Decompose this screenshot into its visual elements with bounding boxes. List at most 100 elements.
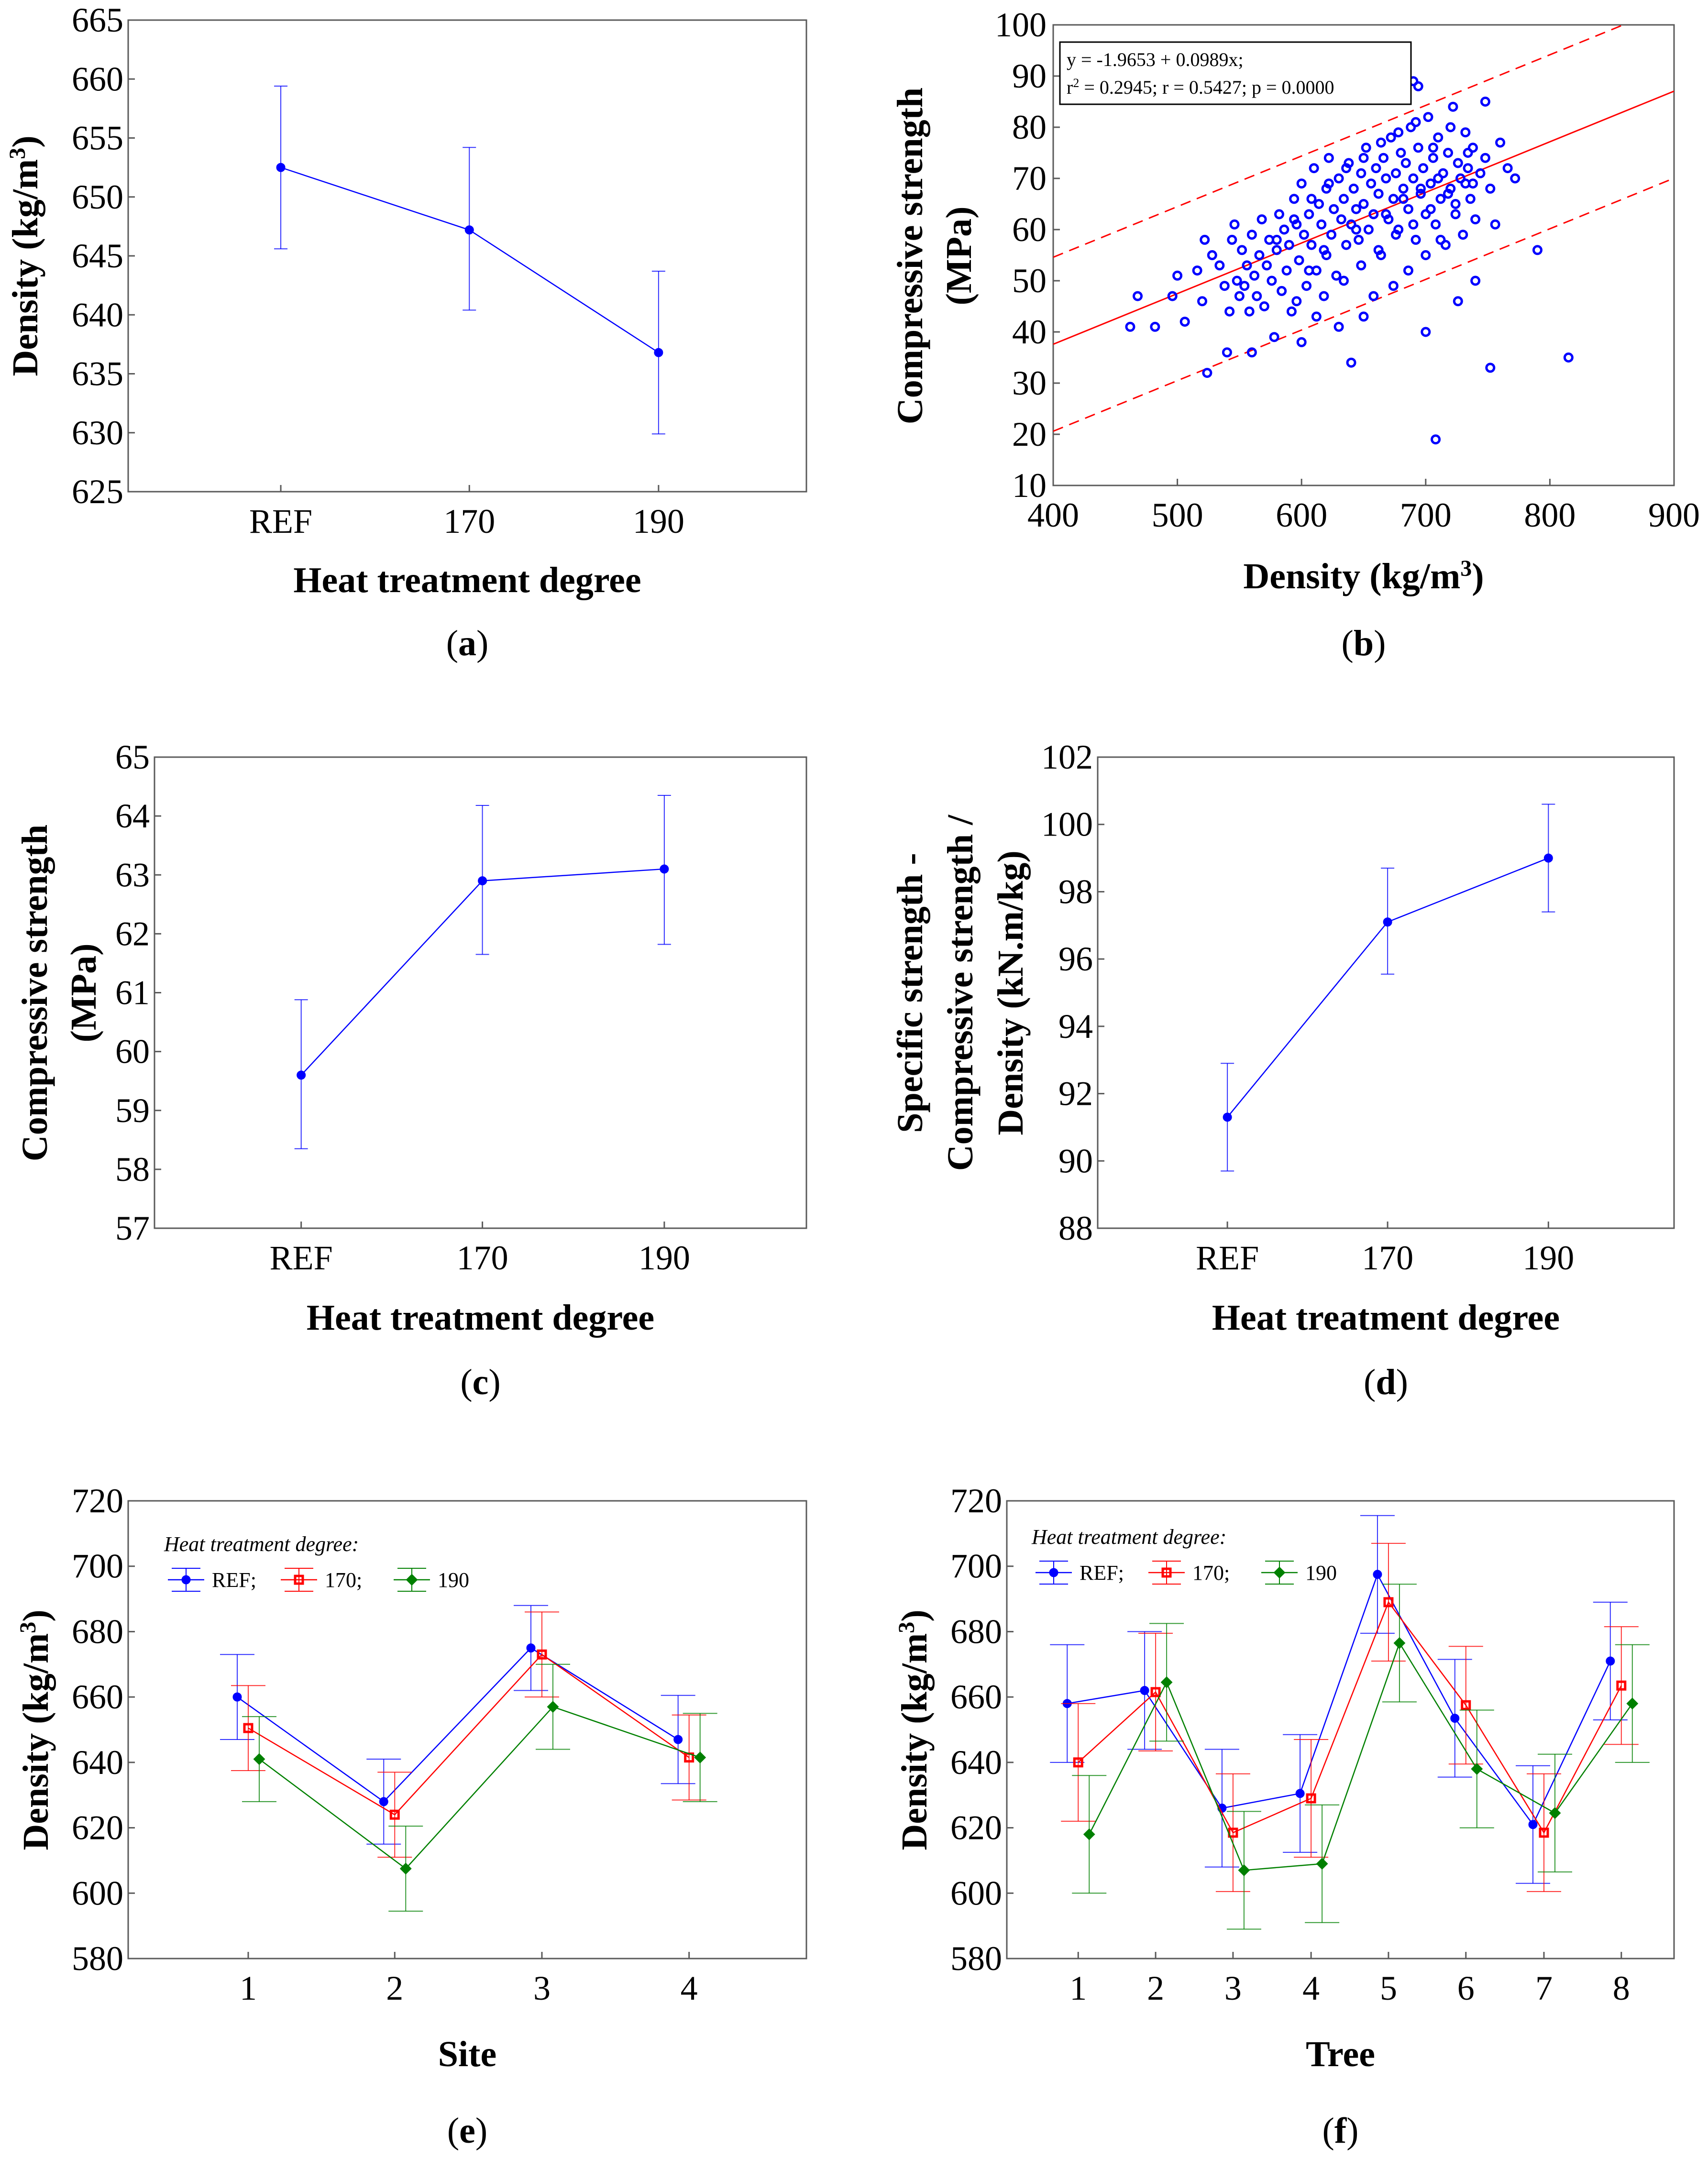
data-point: [1461, 1700, 1471, 1710]
y-axis-label-line: Compressive strength: [15, 825, 55, 1161]
chart-panel-e: 580 600 620 640 660 680 700 720 1 2 3 4 Site Density …: [15, 1482, 807, 2151]
series-line: [259, 1706, 701, 1870]
scatter-point: [1443, 148, 1454, 158]
x-axis-label-text: Heat treatment degree: [307, 1298, 654, 1338]
y-tick-label: 50: [1012, 262, 1047, 300]
y-axis-label-line: Compressive strength /: [940, 815, 981, 1171]
data-point: [1450, 1714, 1460, 1723]
scatter-point: [1346, 219, 1356, 230]
scatter-point: [1435, 194, 1446, 204]
y-tick-label: 645: [72, 237, 123, 275]
scatter-point: [1453, 158, 1463, 168]
x-tick-label: 190: [633, 502, 684, 540]
scatter-point: [1333, 173, 1344, 184]
y-tick-label: 720: [72, 1482, 123, 1520]
y-tick-label: 63: [115, 856, 150, 894]
scatter-point: [1450, 209, 1461, 220]
scatter-point: [1485, 183, 1496, 194]
x-tick-label: 170: [1362, 1239, 1413, 1277]
x-axis-label: Heat treatment degree: [307, 1298, 654, 1338]
scatter-point: [1368, 291, 1379, 301]
y-tick-label: 102: [1041, 738, 1093, 776]
legend-entry-sep: ;: [1118, 1561, 1124, 1585]
legend-entry: 170;: [1192, 1561, 1230, 1585]
y-tick-label: 92: [1058, 1075, 1093, 1113]
scatter-point: [1428, 143, 1438, 153]
scatter-point: [1341, 240, 1352, 250]
scatter-point: [1348, 183, 1359, 194]
x-tick-label: 4: [1302, 1969, 1320, 2007]
legend-entry-name: REF: [212, 1568, 251, 1592]
scatter-point: [1242, 260, 1252, 271]
data-point: [379, 1797, 388, 1806]
x-axis-label-text: Site: [438, 2034, 496, 2074]
data-point: [673, 1735, 683, 1744]
y-axis-label-text: Density (kg/m: [16, 1633, 56, 1850]
data-point: [1543, 853, 1553, 863]
scatter-point: [1224, 306, 1235, 317]
x-tick-label: 3: [533, 1969, 551, 2007]
y-axis-label: Density (kg/m3): [5, 135, 46, 376]
data-point: [253, 1753, 265, 1765]
regression-stats: r2 = 0.2945; r = 0.5427; p = 0.0000: [1067, 76, 1334, 99]
x-axis-label: Tree: [1306, 2034, 1375, 2074]
prediction-band-upper: [1053, 25, 1625, 258]
scatter-point: [1448, 101, 1458, 112]
scatter-point: [1390, 230, 1401, 240]
y-tick-label: 100: [1041, 805, 1093, 844]
legend-entry: REF;: [212, 1568, 256, 1592]
scatter-point: [1433, 173, 1444, 184]
scatter-point: [1421, 209, 1431, 220]
scatter-point: [1192, 265, 1202, 276]
scatter-point: [1363, 224, 1374, 235]
scatter-point: [1252, 291, 1262, 301]
scatter-point: [1246, 230, 1257, 240]
scatter-point: [1214, 260, 1225, 271]
scatter-point: [1284, 240, 1294, 250]
scatter-point: [1319, 291, 1329, 301]
scatter-point: [1415, 183, 1426, 194]
data-point: [547, 1701, 559, 1713]
legend-entry-name: 190: [1305, 1561, 1337, 1585]
panel-paren-open: (: [1322, 2111, 1334, 2151]
scatter-point: [1274, 209, 1284, 220]
y-tick-label: 59: [115, 1091, 150, 1130]
legend-marker: [406, 1574, 418, 1586]
scatter-point: [1234, 291, 1245, 301]
scatter-point: [1458, 230, 1468, 240]
y-axis-label-text: Density (kg/m: [894, 1633, 935, 1850]
series-line: [1089, 1641, 1633, 1871]
scatter-point: [1433, 132, 1444, 143]
scatter-point: [1262, 260, 1272, 271]
scatter-point: [1281, 265, 1292, 276]
y-tick-label: 720: [950, 1482, 1002, 1520]
panel-label: (a): [446, 623, 489, 663]
data-point: [1549, 1807, 1561, 1819]
data-point: [1383, 1597, 1394, 1607]
scatter-point: [1425, 178, 1436, 189]
scatter-point: [1277, 286, 1287, 296]
legend-entry: 190: [438, 1568, 469, 1592]
panel-label: (e): [447, 2111, 487, 2151]
data-point: [1295, 1789, 1305, 1798]
y-tick-label: 60: [115, 1033, 150, 1071]
y-axis-label-line: Compressive strength: [890, 88, 930, 424]
scatter-point: [1207, 250, 1217, 260]
plot-frame: [1006, 1500, 1675, 1960]
scatter-point: [1450, 199, 1461, 209]
x-tick-label: 190: [639, 1239, 690, 1277]
scatter-point: [1323, 178, 1334, 189]
scatter-point: [1390, 168, 1401, 178]
y-tick-label: 620: [72, 1809, 123, 1847]
x-tick-label: 3: [1224, 1969, 1242, 2007]
scatter-point: [1336, 214, 1346, 225]
y-tick-label: 90: [1012, 57, 1047, 95]
scatter-point: [1259, 301, 1269, 311]
data-point: [389, 1809, 400, 1820]
x-tick-label: REF: [270, 1239, 333, 1277]
scatter-point: [1346, 357, 1356, 368]
legend-marker: [1161, 1567, 1172, 1578]
x-tick-label: 400: [1027, 496, 1079, 534]
scatter-point: [1333, 321, 1344, 332]
panel-paren-close: ): [1346, 2111, 1358, 2151]
